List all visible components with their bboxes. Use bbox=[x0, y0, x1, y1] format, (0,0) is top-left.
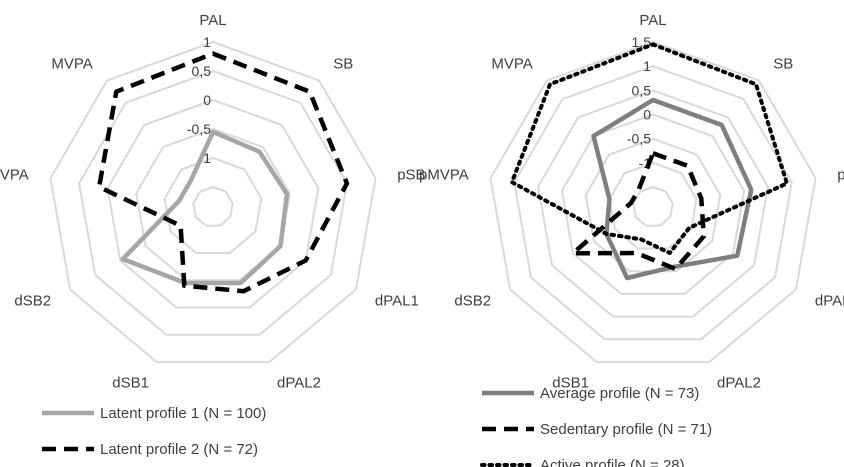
axis-label-dsb2: dSB2 bbox=[14, 293, 51, 310]
grid bbox=[49, 40, 377, 363]
tick-label: 1 bbox=[203, 34, 211, 50]
legend-left: Latent profile 1 (N = 100) Latent profile… bbox=[42, 405, 266, 458]
tick-label: 0 bbox=[643, 107, 651, 123]
axis-label-mvpa: MVPA bbox=[51, 56, 92, 73]
series-active-profile-n-28 bbox=[509, 42, 789, 255]
grid-ring bbox=[49, 40, 377, 363]
tick-label: 1 bbox=[643, 58, 651, 74]
axis-label-pal: PAL bbox=[199, 12, 226, 29]
axis-label-sb: SB bbox=[333, 56, 353, 73]
radar-chart-right: -1-0,500,511,5PALSBpSBdPAL1dPAL2dSB1dSB2… bbox=[419, 12, 844, 392]
legend-item-active-profile-n-28: Active profile (N = 28) bbox=[480, 457, 685, 467]
axis-labels: PAL SB pSB dPAL1 dPAL2 dSB1 dSB2 pMVPA MVPA bbox=[419, 12, 844, 392]
axis-label-mvpa: MVPA bbox=[491, 56, 532, 73]
grid-ring bbox=[135, 127, 291, 282]
axis-label-dpal2: dPAL2 bbox=[717, 375, 761, 392]
series-average-profile-n-73 bbox=[591, 97, 754, 281]
axis-label-psb: pSB bbox=[837, 167, 844, 184]
axis-label-psb: pSB bbox=[397, 167, 425, 184]
axis-label-pal: PAL bbox=[639, 12, 666, 29]
axis-label-dpal1: dPAL1 bbox=[815, 293, 844, 310]
axis-label-dpal1: dPAL1 bbox=[375, 293, 419, 310]
series-sedentary-profile-n-71 bbox=[570, 150, 707, 272]
axis-label-sb: SB bbox=[773, 56, 793, 73]
legend-label: Latent profile 2 (N = 72) bbox=[100, 441, 258, 458]
grid-ring bbox=[608, 161, 698, 250]
tick-label: 0 bbox=[203, 92, 211, 108]
legend-item-sedentary-profile-n-71: Sedentary profile (N = 71) bbox=[482, 421, 712, 438]
series-latent-profile-2-n-72 bbox=[96, 51, 350, 294]
radar-chart-left: -1-0,500,51PALSBpSBdPAL1dPAL2dSB1dSB2pMV… bbox=[0, 12, 426, 392]
legend-label: Latent profile 1 (N = 100) bbox=[100, 405, 266, 422]
legend-item-latent-profile-1-n-100: Latent profile 1 (N = 100) bbox=[42, 405, 266, 422]
axis-label-dsb1: dSB1 bbox=[552, 375, 589, 392]
axis-label-pmvpa: pMVPA bbox=[0, 167, 29, 184]
grid-ring bbox=[560, 113, 746, 295]
series-latent-profile-1-n-100 bbox=[120, 129, 290, 286]
axis-label-dsb2: dSB2 bbox=[454, 293, 491, 310]
grid-ring bbox=[78, 69, 348, 336]
grid-ring bbox=[192, 185, 234, 227]
tick-label: -0,5 bbox=[187, 121, 211, 137]
grid-ring bbox=[632, 185, 674, 227]
grid-ring bbox=[537, 89, 769, 318]
grid-ring bbox=[513, 65, 793, 341]
legend-item-average-profile-n-73: Average profile (N = 73) bbox=[482, 385, 699, 402]
legend-right: Average profile (N = 73) Sedentary profil… bbox=[480, 385, 712, 467]
grid-ring bbox=[163, 156, 263, 254]
legend-label: Average profile (N = 73) bbox=[540, 385, 699, 402]
tick-label: 0,5 bbox=[632, 82, 652, 98]
axis-labels: PAL SB pSB dPAL1 dPAL2 dSB1 dSB2 pMVPA MVPA bbox=[0, 12, 426, 392]
legend-label: Active profile (N = 28) bbox=[540, 457, 685, 467]
legend-label: Sedentary profile (N = 71) bbox=[540, 421, 712, 438]
axis-label-dpal2: dPAL2 bbox=[277, 375, 321, 392]
axis-label-dsb1: dSB1 bbox=[112, 375, 149, 392]
grid bbox=[489, 40, 817, 363]
grid-ring bbox=[106, 98, 320, 309]
legend-item-latent-profile-2-n-72: Latent profile 2 (N = 72) bbox=[42, 441, 258, 458]
tick-label: 0,5 bbox=[192, 63, 212, 79]
grid-ring bbox=[489, 40, 817, 363]
tick-label: -0,5 bbox=[627, 131, 651, 147]
axis-label-pmvpa: pMVPA bbox=[419, 167, 469, 184]
